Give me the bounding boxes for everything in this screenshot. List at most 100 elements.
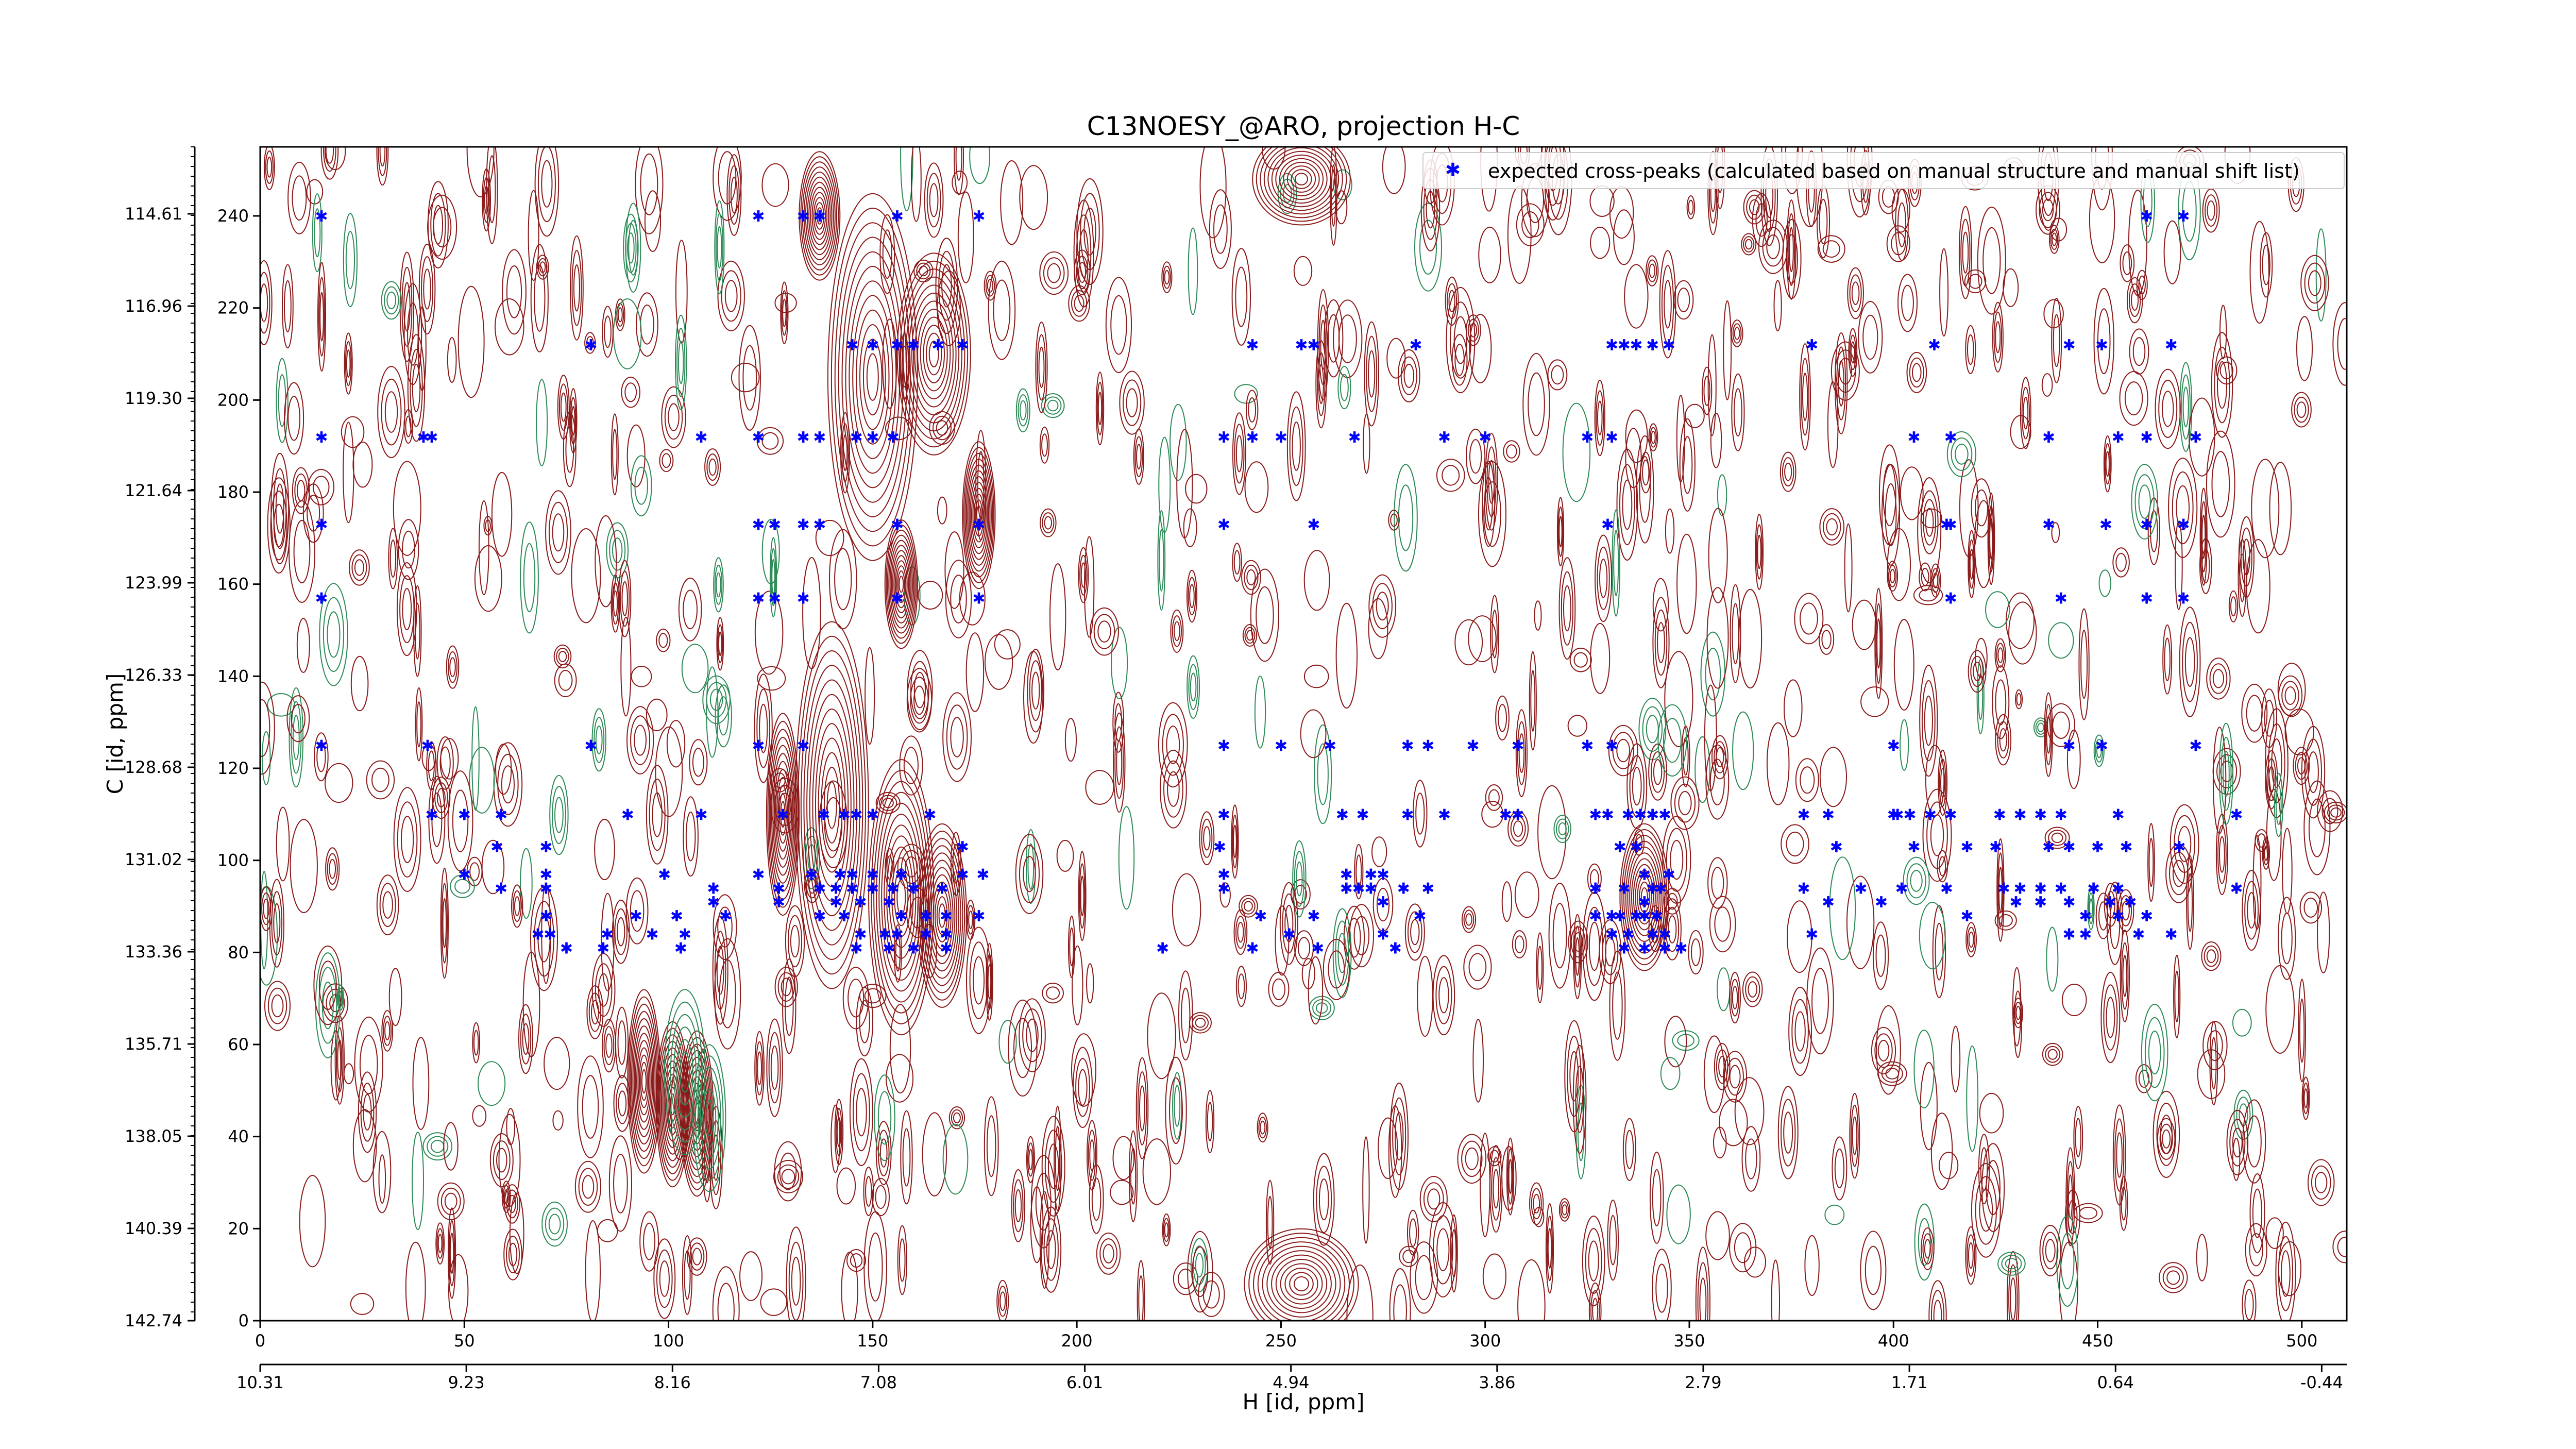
contour-peak <box>886 835 917 959</box>
contour-peak <box>1295 173 1308 186</box>
contour-peak <box>868 759 935 1036</box>
contour-peak <box>637 1047 651 1116</box>
contour-positive <box>2006 1251 2020 1321</box>
cross-peak-marker: ✱ <box>887 429 900 447</box>
contour-negative <box>2239 1103 2248 1126</box>
contour-negative <box>2315 228 2327 322</box>
contour-peak <box>927 860 958 972</box>
contour-negative <box>591 708 606 772</box>
contour-positive <box>1461 1140 1483 1177</box>
contour-positive <box>1294 930 1314 966</box>
contour-positive <box>713 1134 719 1181</box>
contour-positive <box>1624 264 1649 329</box>
contour-peak <box>1262 1245 1341 1321</box>
contour-positive <box>1353 916 1370 956</box>
contour-positive <box>558 670 573 691</box>
contour-positive <box>726 154 742 236</box>
contour-positive <box>666 720 686 768</box>
contour-positive <box>951 1109 963 1126</box>
contour-positive <box>1427 1188 1440 1210</box>
contour-peak <box>1266 1250 1336 1318</box>
contour-positive <box>2006 592 2035 649</box>
y-tick-label: 120 <box>217 759 249 778</box>
contour-positive <box>1965 1226 1977 1285</box>
contour-positive <box>1113 712 1126 813</box>
contour-positive <box>336 1027 344 1092</box>
contour-positive <box>2201 514 2206 559</box>
contour-positive <box>1795 758 1819 802</box>
contour-positive <box>1889 569 1895 583</box>
contour-positive <box>448 651 457 683</box>
contour-negative <box>552 786 566 844</box>
contour-positive <box>489 1133 514 1188</box>
contour-negative <box>1946 431 1976 477</box>
contour-positive <box>1426 191 1435 229</box>
contour-positive <box>2298 979 2306 1083</box>
contour-positive <box>1616 738 1631 763</box>
contour-positive <box>918 581 943 610</box>
contour-positive <box>731 363 760 393</box>
contour-positive <box>1466 428 1486 484</box>
contour-positive <box>1465 913 1472 926</box>
contour-positive <box>1454 619 1483 666</box>
contour-positive <box>1049 563 1066 671</box>
contour-positive <box>944 531 964 609</box>
contour-positive <box>1015 834 1044 914</box>
contour-negative <box>1312 999 1332 1017</box>
contour-positive <box>1469 314 1492 383</box>
contour-positive <box>1980 1147 1988 1191</box>
contour-positive <box>2067 1200 2078 1234</box>
contour-positive <box>612 429 618 480</box>
contour-positive <box>868 1232 883 1302</box>
contour-negative-peak <box>705 1100 714 1137</box>
contour-positive <box>625 877 649 945</box>
contour-negative <box>612 537 623 563</box>
contour-positive <box>1327 314 1340 363</box>
contour-negative <box>289 687 304 788</box>
contour-negative <box>2096 743 2102 759</box>
contour-positive <box>1609 1215 1617 1266</box>
contour-positive <box>1465 314 1481 346</box>
contour-positive <box>518 1004 533 1074</box>
contour-positive <box>382 891 393 919</box>
contour-negative <box>630 455 652 517</box>
contour-positive <box>1410 919 1420 946</box>
contour-positive <box>1042 512 1055 534</box>
contour-positive <box>781 978 792 997</box>
contour-negative <box>1997 1252 2026 1276</box>
contour-positive <box>2321 798 2338 824</box>
contour-positive <box>1267 1195 1273 1249</box>
contour-positive <box>449 1220 455 1287</box>
contour-negative <box>675 314 687 410</box>
contour-positive <box>875 1185 887 1209</box>
y-tick-label: 200 <box>217 390 249 410</box>
contour-positive <box>384 1021 391 1040</box>
contour-positive <box>2315 1172 2328 1193</box>
contour-negative <box>1340 374 1349 401</box>
contour-positive <box>354 1016 383 1113</box>
cross-peak-marker: ✱ <box>883 894 895 912</box>
contour-positive <box>2045 1239 2056 1262</box>
contour-positive <box>626 706 654 774</box>
contour-positive <box>1244 901 1253 912</box>
contour-positive <box>1709 896 1736 953</box>
contour-positive <box>1585 1228 1602 1294</box>
contour-positive <box>402 588 412 631</box>
contour-positive <box>2093 288 2114 395</box>
contour-negative <box>1694 736 1710 803</box>
contour-positive <box>969 941 988 1020</box>
contour-positive <box>1133 428 1144 485</box>
cross-peak-marker: ✱ <box>850 429 863 447</box>
contour-positive <box>586 985 604 1039</box>
contour-positive <box>1665 508 1675 554</box>
contour-positive <box>1800 766 1815 794</box>
contour-negative <box>2138 484 2151 519</box>
contour-positive <box>597 1219 618 1242</box>
contour-positive <box>717 624 723 664</box>
contour-positive <box>1551 365 1564 385</box>
contour-positive <box>1787 213 1795 286</box>
contour-positive <box>1682 436 1693 494</box>
contour-positive <box>603 1026 615 1066</box>
contour-positive <box>1872 921 1889 990</box>
contour-positive <box>260 699 270 757</box>
